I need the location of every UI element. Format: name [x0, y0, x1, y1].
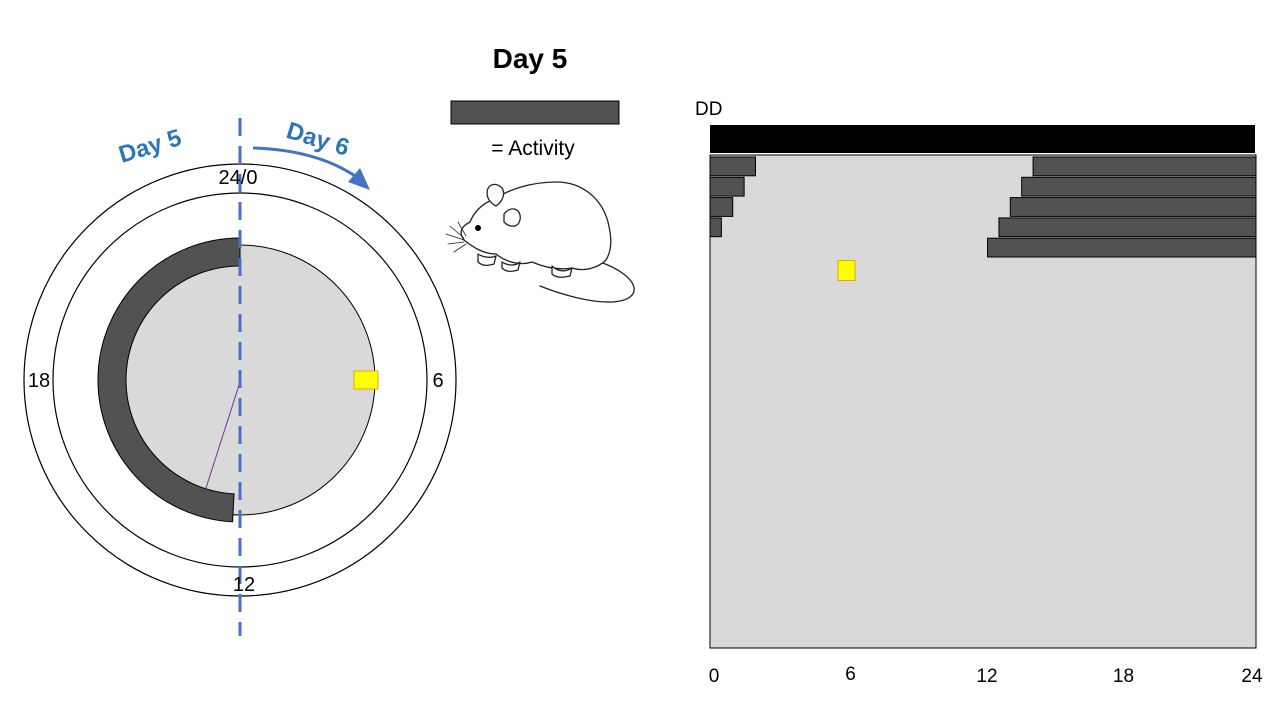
mouse-illustration: [445, 181, 635, 303]
arrow-head-icon: [348, 168, 370, 190]
activity-bar-day-1-early: [709, 156, 756, 177]
actogram-yellow-marker: [837, 260, 856, 281]
activity-legend: = Activity: [450, 100, 620, 160]
mouse-front-paw: [477, 253, 497, 266]
x-tick-label: 0: [709, 666, 720, 687]
x-tick-label: 24: [1241, 666, 1263, 687]
mouse-ear: [486, 183, 505, 207]
mouse-far-ear: [503, 208, 521, 227]
figure-title: Day 5: [493, 43, 568, 74]
clock-activity-arc: [97, 237, 241, 523]
activity-bar-day-2-early: [709, 176, 745, 197]
actogram-rows: [709, 156, 1257, 258]
mouse-eye: [475, 225, 481, 231]
x-tick-label: 12: [976, 666, 997, 687]
day-5-label: Day 5: [116, 124, 185, 169]
x-tick-label: 18: [1113, 666, 1134, 687]
hour-label-bottom: 12: [233, 574, 255, 596]
activity-bar-day-5-late: [987, 237, 1257, 258]
actogram: DD 0 6 12 18 24: [695, 99, 1263, 687]
activity-bar-day-2-late: [1021, 176, 1257, 197]
dd-bar: [710, 125, 1255, 153]
activity-bar-day-1-late: [1032, 156, 1257, 177]
day-progress-arrow: [252, 146, 359, 180]
mouse-front-paw-2: [501, 261, 521, 272]
condition-label: DD: [695, 99, 722, 120]
day-6-label: Day 6: [283, 117, 352, 162]
x-tick-label: 6: [845, 664, 856, 685]
circadian-clock: 24/0 6 12 18 Day 5 Day 6: [23, 117, 457, 636]
mouse-hind-paw: [551, 265, 573, 278]
activity-bar-day-3-late: [1009, 197, 1257, 217]
actogram-x-ticks: 0 6 12 18 24: [709, 664, 1263, 687]
legend-activity-swatch: [450, 100, 620, 125]
mouse-whiskers: [445, 221, 467, 253]
hour-label-top: 24/0: [219, 167, 258, 189]
mouse-tail: [539, 261, 635, 303]
activity-bar-day-4-late: [998, 217, 1257, 238]
hour-label-left: 18: [28, 370, 50, 392]
clock-yellow-marker: [353, 370, 379, 390]
activity-bar-day-3-early: [709, 197, 734, 217]
activity-bar-day-4-early: [709, 217, 722, 238]
legend-activity-label: = Activity: [491, 137, 575, 160]
clock-hand: [205, 381, 241, 489]
hour-label-right: 6: [432, 370, 443, 392]
